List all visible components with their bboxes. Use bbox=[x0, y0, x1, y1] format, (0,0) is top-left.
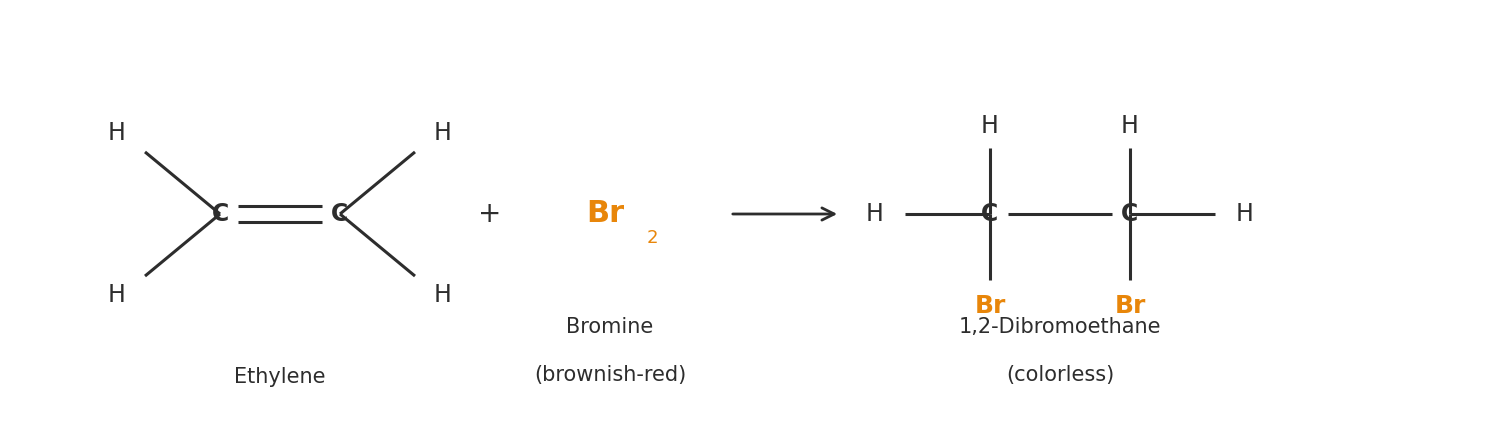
Text: 1,2-Dibromoethane: 1,2-Dibromoethane bbox=[959, 318, 1162, 337]
Text: Bromine: Bromine bbox=[567, 318, 654, 337]
Text: 2: 2 bbox=[646, 229, 658, 247]
Text: H: H bbox=[108, 121, 126, 145]
Text: H: H bbox=[866, 202, 884, 226]
Text: H: H bbox=[108, 283, 126, 307]
Text: C: C bbox=[211, 202, 229, 226]
Text: C: C bbox=[1121, 202, 1139, 226]
Text: H: H bbox=[1237, 202, 1255, 226]
Text: Br: Br bbox=[974, 294, 1006, 318]
Text: C: C bbox=[331, 202, 349, 226]
Text: H: H bbox=[435, 121, 451, 145]
Text: +: + bbox=[478, 200, 502, 228]
Text: Br: Br bbox=[586, 199, 624, 229]
Text: Ethylene: Ethylene bbox=[234, 367, 325, 386]
Text: H: H bbox=[1121, 114, 1139, 138]
Text: H: H bbox=[435, 283, 451, 307]
Text: (brownish-red): (brownish-red) bbox=[534, 365, 687, 384]
Text: H: H bbox=[980, 114, 998, 138]
Text: C: C bbox=[982, 202, 998, 226]
Text: (colorless): (colorless) bbox=[1006, 365, 1114, 384]
Text: Br: Br bbox=[1114, 294, 1145, 318]
